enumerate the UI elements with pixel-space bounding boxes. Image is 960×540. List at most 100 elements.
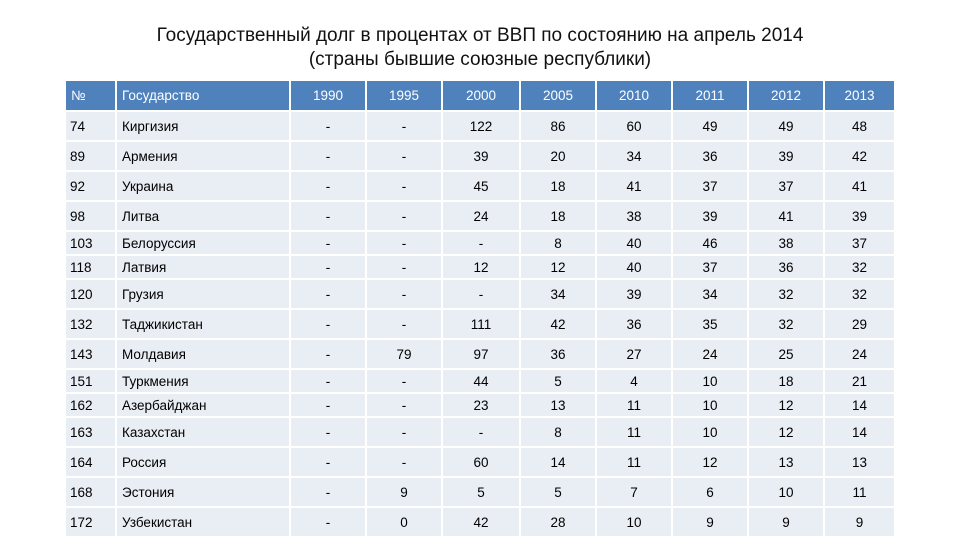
cell-2012: 32	[748, 279, 825, 310]
table-row: 103 Белоруссия - - -8 40 46 38 37	[66, 231, 896, 256]
cell-2012: 12	[748, 417, 825, 448]
cell-2000: 23	[442, 393, 521, 418]
cell-2012: 12	[748, 393, 825, 418]
cell-2010: 27	[596, 339, 673, 370]
cell-2010: 7	[596, 477, 673, 508]
cell-2012: 49	[748, 111, 825, 142]
cell-2013: 9	[824, 507, 896, 538]
cell-1995: -	[366, 171, 443, 202]
cell-2011: 36	[672, 141, 749, 172]
cell-rank: 74	[66, 111, 117, 142]
cell-2011: 49	[672, 111, 749, 142]
cell-2012: 25	[748, 339, 825, 370]
cell-rank: 143	[66, 339, 117, 370]
header-cell-country: Государство	[116, 81, 291, 112]
cell-2011: 24	[672, 339, 749, 370]
table-row: 163 Казахстан - - -8 11 10 12 14	[66, 417, 896, 448]
cell-2011: 37	[672, 171, 749, 202]
header-cell-1995: 1995	[366, 81, 443, 112]
cell-2005: 8	[520, 231, 597, 256]
cell-2005: 5	[520, 477, 597, 508]
cell-rank: 89	[66, 141, 117, 172]
cell-1995: -	[366, 279, 443, 310]
cell-rank: 151	[66, 369, 117, 394]
cell-2013: 11	[824, 477, 896, 508]
cell-2012: 10	[748, 477, 825, 508]
cell-rank: 172	[66, 507, 117, 538]
cell-country: Узбекистан	[116, 507, 291, 538]
cell-2000: 24	[442, 201, 521, 232]
header-cell-2000: 2000	[442, 81, 521, 112]
cell-2011: 6	[672, 477, 749, 508]
cell-2012: 41	[748, 201, 825, 232]
cell-2012: 39	[748, 141, 825, 172]
cell-2005: 13	[520, 393, 597, 418]
cell-country: Туркмения	[116, 369, 291, 394]
title-line-2: (страны бывшие союзные республики)	[308, 49, 652, 70]
cell-2000: 97	[442, 339, 521, 370]
table-row: 143 Молдавия -79 97 36 27 24 25 24	[66, 339, 896, 370]
cell-2013: 37	[824, 231, 896, 256]
slide-title: Государственный долг в процентах от ВВП …	[0, 24, 960, 72]
cell-rank: 98	[66, 201, 117, 232]
header-cell-rank: №	[66, 81, 117, 112]
cell-2010: 60	[596, 111, 673, 142]
table-body: 74 Киргизия - -122 86 60 49 49 48 89 Армения - -39 20…	[66, 111, 896, 538]
cell-2005: 12	[520, 255, 597, 280]
cell-2005: 18	[520, 171, 597, 202]
cell-1990: -	[290, 309, 367, 340]
cell-1990: -	[290, 477, 367, 508]
cell-2000: 111	[442, 309, 521, 340]
cell-2013: 14	[824, 417, 896, 448]
cell-2012: 18	[748, 369, 825, 394]
header-cell-2010: 2010	[596, 81, 673, 112]
cell-1995: -	[366, 255, 443, 280]
cell-2005: 20	[520, 141, 597, 172]
table-row: 172 Узбекистан -0 42 28 10 9 9 9	[66, 507, 896, 538]
cell-1990: -	[290, 339, 367, 370]
cell-2011: 35	[672, 309, 749, 340]
cell-2000: -	[442, 231, 521, 256]
cell-2011: 10	[672, 393, 749, 418]
cell-1990: -	[290, 111, 367, 142]
cell-country: Грузия	[116, 279, 291, 310]
table-row: 120 Грузия - - -34 39 34 32 32	[66, 279, 896, 310]
cell-2005: 86	[520, 111, 597, 142]
cell-rank: 92	[66, 171, 117, 202]
table-row: 132 Таджикистан - -111 42 36 35 32 29	[66, 309, 896, 340]
cell-1990: -	[290, 201, 367, 232]
cell-2010: 11	[596, 447, 673, 478]
cell-2005: 42	[520, 309, 597, 340]
cell-2010: 41	[596, 171, 673, 202]
cell-1990: -	[290, 255, 367, 280]
cell-1990: -	[290, 279, 367, 310]
cell-2012: 38	[748, 231, 825, 256]
cell-country: Киргизия	[116, 111, 291, 142]
cell-2011: 12	[672, 447, 749, 478]
cell-2013: 29	[824, 309, 896, 340]
cell-1995: -	[366, 447, 443, 478]
cell-1990: -	[290, 393, 367, 418]
cell-country: Азербайджан	[116, 393, 291, 418]
cell-2010: 38	[596, 201, 673, 232]
cell-2012: 37	[748, 171, 825, 202]
cell-1990: -	[290, 231, 367, 256]
header-cell-1990: 1990	[290, 81, 367, 112]
cell-rank: 118	[66, 255, 117, 280]
cell-rank: 162	[66, 393, 117, 418]
cell-rank: 164	[66, 447, 117, 478]
cell-rank: 163	[66, 417, 117, 448]
cell-2011: 37	[672, 255, 749, 280]
title-line-1: Государственный долг в процентах от ВВП …	[156, 25, 804, 46]
cell-2013: 32	[824, 255, 896, 280]
cell-country: Украина	[116, 171, 291, 202]
table-row: 89 Армения - -39 20 34 36 39 42	[66, 141, 896, 172]
cell-1990: -	[290, 369, 367, 394]
cell-2010: 11	[596, 393, 673, 418]
cell-1990: -	[290, 447, 367, 478]
cell-1995: -	[366, 231, 443, 256]
table-row: 92 Украина - -45 18 41 37 37 41	[66, 171, 896, 202]
cell-2013: 39	[824, 201, 896, 232]
cell-2010: 40	[596, 231, 673, 256]
cell-2005: 5	[520, 369, 597, 394]
